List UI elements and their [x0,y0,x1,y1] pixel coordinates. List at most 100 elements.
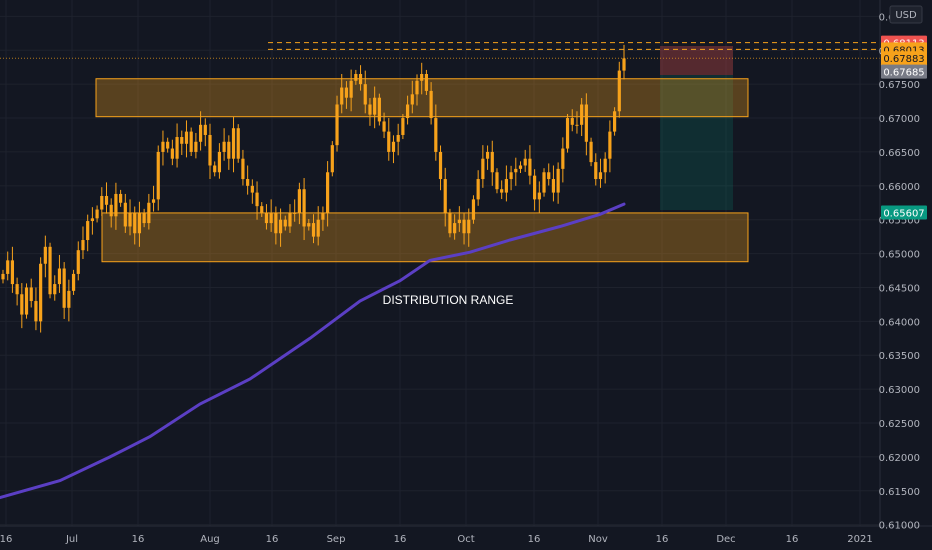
candle-body [401,118,405,135]
candle-body [504,179,508,193]
candle-body [71,273,76,291]
candle-body [151,199,156,203]
candle-body [584,104,588,142]
candle-body [166,141,170,149]
candle-body [114,193,118,217]
candle-body [340,87,344,105]
candle-body [236,128,240,159]
time-axis[interactable]: 16 Jul 16 Aug 16 Sep 16 Oct 16 Nov 16 Dec 16 2021 [0,534,873,545]
time-tick-label: 2021 [847,534,872,545]
candle-body [203,124,207,135]
time-tick-label: 16 [266,534,279,545]
candle-body [330,145,334,173]
candle-body [575,124,579,126]
candle-body [608,131,612,159]
candle-body [142,212,146,224]
stop-loss-zone [660,46,733,75]
candle-body [368,104,372,115]
lower-range-zone [101,212,749,263]
candle-body [222,141,226,152]
candle-body [580,104,584,125]
time-tick-label: Oct [457,534,474,545]
price-axis-background [880,0,932,550]
time-tick-label: Dec [716,534,735,545]
candle-body [194,141,198,152]
candle-body [547,172,551,180]
candle-body [594,162,598,180]
position-boxes [660,46,733,210]
candle-body [147,202,151,224]
time-tick-label: 16 [656,534,669,545]
candle-body [481,158,485,180]
price-tick-label: 0.64000 [879,317,920,328]
candle-body [15,284,19,295]
candle-body [387,131,391,152]
candle-body [133,212,137,234]
candle-body [175,137,179,159]
price-tick-label: 0.65500 [879,216,920,227]
candle-body [48,246,52,295]
candle-body [76,250,80,274]
time-tick-label: Jul [65,534,78,545]
price-tick-label: 0.63000 [879,385,920,396]
candle-body [490,151,494,173]
currency-badge[interactable]: USD [889,5,923,24]
candle-body [156,151,160,200]
candle-body [509,172,513,180]
candle-body [260,206,264,213]
currency-badge-box [889,5,923,24]
candle-body [67,290,71,308]
candle-body [617,70,621,112]
candle-body [43,246,47,264]
candle-body [495,172,499,190]
time-tick-label: Sep [327,534,346,545]
time-tick-label: Aug [200,534,220,545]
candle-body [429,90,433,119]
candle-body [523,158,527,166]
time-tick-label: 16 [0,534,12,545]
candle-body [180,137,184,144]
candle-body [198,124,203,142]
candle-body [86,221,90,241]
price-labels: 0.681130.680130.678830.676990.676850.656… [881,35,927,220]
candle-body [274,212,278,234]
candle-body [231,128,236,159]
candle-body [170,148,174,159]
candle-body [39,263,43,322]
currency-badge-label: USD [895,10,917,21]
candle-body [283,219,287,227]
candle-body [184,131,189,144]
candle-body [95,209,99,219]
time-tick-label: 16 [394,534,407,545]
candle-body [100,195,104,210]
candle-body [20,294,24,315]
candle-body [373,97,377,115]
candle-body [438,151,443,180]
candle-body [518,165,523,169]
candle-body [335,104,339,146]
price-label-box [881,205,927,220]
candle-body [391,141,396,152]
price-tick-label: 0.64500 [879,283,920,294]
candle-body [1,273,5,280]
candle-body [255,192,259,207]
candle-body [6,260,10,274]
candle-body [410,94,414,105]
candle-body [278,219,283,234]
price-label-box [881,64,927,79]
price-tick-label: 0.67500 [879,80,920,91]
candle-body [208,134,212,166]
price-tick-label: 0.63500 [879,351,920,362]
candle-body [434,118,438,152]
candle-body [349,80,353,98]
candle-body [537,192,541,200]
candle-body [405,104,410,119]
candle-body [443,179,447,213]
candle-body [354,73,358,81]
candle-body [34,301,38,322]
candles [1,44,626,333]
price-label-value: 0.67685 [883,68,924,79]
candle-body [293,212,297,214]
